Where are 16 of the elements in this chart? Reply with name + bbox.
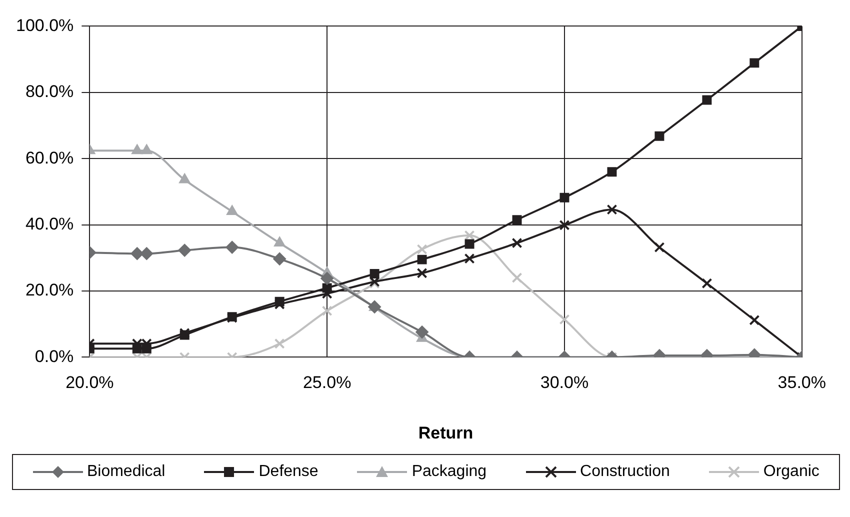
legend-label: Packaging	[410, 463, 487, 481]
y-tick-label: 20.0%	[25, 280, 74, 300]
legend-label: Biomedical	[86, 463, 166, 481]
x-axis-title: Return	[418, 423, 474, 442]
y-tick-label: 60.0%	[25, 148, 74, 168]
x-tick-label: 25.0%	[302, 373, 352, 392]
y-tick-label: 40.0%	[25, 214, 74, 234]
y-tick-label: 100.0%	[16, 16, 74, 35]
x-tick-label: 35.0%	[778, 373, 826, 392]
legend-label: Organic	[762, 463, 820, 481]
x-tick-label: 30.0%	[540, 373, 589, 392]
legend-label: Construction	[579, 463, 670, 481]
y-tick-label: 80.0%	[25, 82, 74, 102]
y-tick-label: 0.0%	[34, 346, 74, 366]
x-tick-label: 20.0%	[66, 373, 114, 392]
legend-label: Defense	[258, 463, 318, 481]
